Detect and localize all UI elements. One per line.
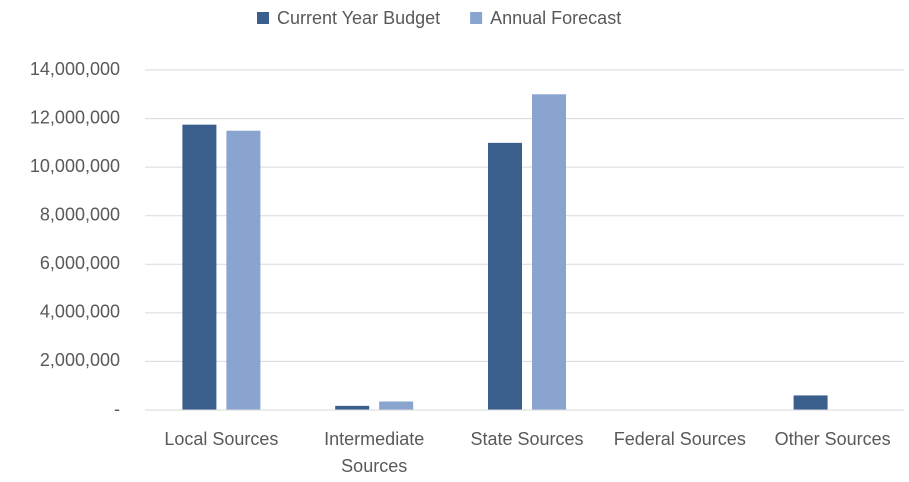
bar xyxy=(532,94,566,411)
x-tick-label: State Sources xyxy=(470,429,583,449)
x-tick-label: Local Sources xyxy=(164,429,278,449)
bar xyxy=(488,142,522,410)
y-tick-label: 2,000,000 xyxy=(40,350,120,370)
bar xyxy=(182,124,217,411)
x-tick-label: Federal Sources xyxy=(614,429,746,449)
legend-swatch xyxy=(470,12,483,24)
bar xyxy=(226,130,261,410)
bar xyxy=(379,401,414,410)
x-tick-label: Other Sources xyxy=(775,429,891,449)
y-tick-label: 6,000,000 xyxy=(40,253,120,273)
y-tick-label: 4,000,000 xyxy=(40,302,120,322)
y-tick-label: 14,000,000 xyxy=(30,59,120,79)
y-tick-label: 10,000,000 xyxy=(30,156,120,176)
y-tick-label: 12,000,000 xyxy=(30,107,120,127)
bar xyxy=(335,405,370,410)
y-tick-label: 8,000,000 xyxy=(40,204,120,224)
legend-swatch xyxy=(257,12,269,24)
legend-label: Current Year Budget xyxy=(277,8,440,28)
bar xyxy=(793,395,828,410)
legend-label: Annual Forecast xyxy=(490,8,621,28)
y-tick-label: - xyxy=(114,399,120,419)
x-tick-label: Intermediate Sources xyxy=(324,429,424,476)
